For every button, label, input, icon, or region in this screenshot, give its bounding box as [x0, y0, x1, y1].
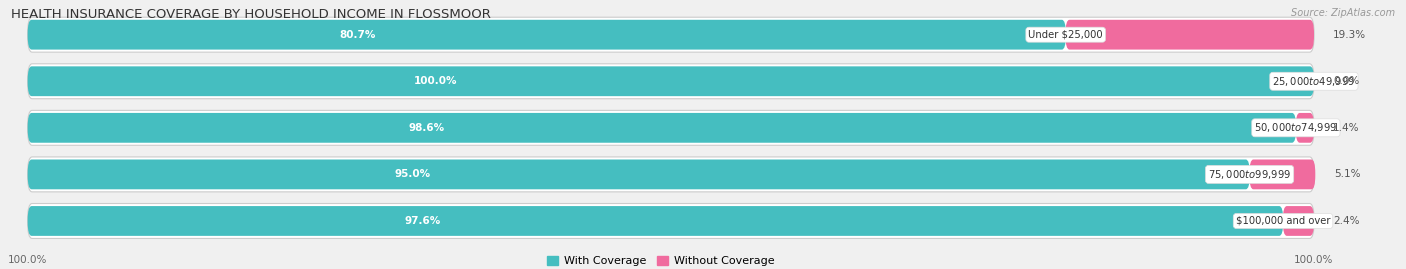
FancyBboxPatch shape: [28, 206, 1284, 236]
Text: 100.0%: 100.0%: [1294, 254, 1333, 264]
Text: 100.0%: 100.0%: [413, 76, 457, 86]
Text: 0.0%: 0.0%: [1333, 76, 1360, 86]
FancyBboxPatch shape: [28, 110, 1315, 145]
Text: HEALTH INSURANCE COVERAGE BY HOUSEHOLD INCOME IN FLOSSMOOR: HEALTH INSURANCE COVERAGE BY HOUSEHOLD I…: [11, 8, 491, 21]
FancyBboxPatch shape: [28, 64, 1315, 99]
Legend: With Coverage, Without Coverage: With Coverage, Without Coverage: [543, 252, 779, 269]
FancyBboxPatch shape: [1250, 160, 1315, 189]
Text: 95.0%: 95.0%: [394, 169, 430, 179]
FancyBboxPatch shape: [28, 204, 1315, 238]
FancyBboxPatch shape: [28, 20, 1066, 49]
FancyBboxPatch shape: [1296, 113, 1315, 143]
Text: 2.4%: 2.4%: [1333, 216, 1360, 226]
FancyBboxPatch shape: [28, 157, 1315, 192]
Text: 97.6%: 97.6%: [405, 216, 440, 226]
FancyBboxPatch shape: [1066, 20, 1315, 49]
Text: 100.0%: 100.0%: [8, 254, 48, 264]
Text: Under $25,000: Under $25,000: [1028, 30, 1102, 40]
Text: 19.3%: 19.3%: [1333, 30, 1367, 40]
FancyBboxPatch shape: [1282, 206, 1315, 236]
FancyBboxPatch shape: [28, 66, 1315, 96]
Text: 5.1%: 5.1%: [1334, 169, 1361, 179]
Text: Source: ZipAtlas.com: Source: ZipAtlas.com: [1291, 8, 1395, 18]
FancyBboxPatch shape: [28, 113, 1296, 143]
Text: 1.4%: 1.4%: [1333, 123, 1360, 133]
Text: $75,000 to $99,999: $75,000 to $99,999: [1208, 168, 1291, 181]
Text: $50,000 to $74,999: $50,000 to $74,999: [1254, 121, 1337, 134]
FancyBboxPatch shape: [28, 160, 1250, 189]
Text: $100,000 and over: $100,000 and over: [1236, 216, 1330, 226]
Text: $25,000 to $49,999: $25,000 to $49,999: [1272, 75, 1355, 88]
FancyBboxPatch shape: [28, 17, 1315, 52]
Text: 98.6%: 98.6%: [408, 123, 444, 133]
Text: 80.7%: 80.7%: [339, 30, 375, 40]
